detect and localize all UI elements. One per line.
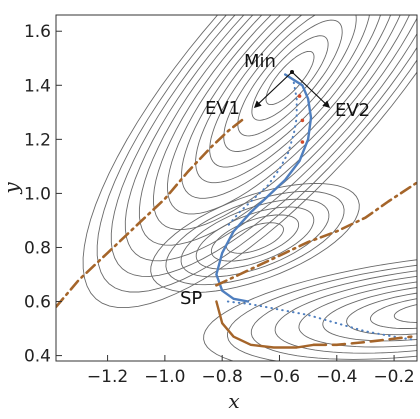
plot-frame (55, 14, 418, 362)
series-line-brown-5 (215, 300, 316, 349)
contour-line (223, 15, 357, 152)
contour-line (110, 15, 417, 277)
annotation-ev1: EV1 (205, 98, 240, 119)
contour-line (165, 190, 345, 286)
y-tick-label: 0.8 (24, 238, 51, 258)
contour-line (96, 15, 417, 293)
contour-line (209, 15, 370, 168)
x-tick-label: −0.6 (259, 367, 300, 387)
x-tick-label: −0.8 (202, 367, 243, 387)
contour-line (393, 304, 417, 323)
contour-line (274, 275, 417, 354)
contour-line (167, 15, 401, 215)
y-axis-label: y (0, 182, 23, 195)
contour-line (195, 206, 315, 270)
ev1-arrow (253, 71, 293, 108)
x-axis-label: x (228, 389, 239, 413)
contour-line (369, 298, 417, 329)
annotation-ev2: EV2 (335, 100, 370, 121)
contour-line (203, 259, 417, 361)
x-tick-label: −0.2 (373, 367, 414, 387)
contour-line (226, 222, 284, 254)
x-tick-label: −1.2 (87, 367, 128, 387)
series-marker (300, 118, 305, 123)
series-marker (300, 140, 305, 144)
annotation-min: Min (244, 51, 276, 72)
contour-line (180, 198, 330, 278)
y-tick-label: 0.4 (24, 347, 51, 367)
contour-line (181, 15, 392, 199)
contour-line (265, 50, 315, 106)
contour-line (250, 270, 417, 360)
y-tick-label: 1.2 (24, 130, 51, 150)
contour-line (195, 15, 381, 184)
contour-line (138, 15, 417, 246)
annotations: Min EV1 EV2 SP (180, 51, 370, 309)
ev2-arrow (291, 71, 331, 108)
contour-line (322, 287, 417, 342)
x-tick-label: −1.0 (144, 367, 185, 387)
series-line-blue-2 (226, 300, 413, 341)
contour-line (82, 15, 417, 309)
series-line-brown-4 (215, 181, 417, 287)
contour-line (150, 182, 360, 294)
series-layer (56, 73, 417, 349)
y-ticks: 0.4 0.6 0.8 1.0 1.2 1.4 1.6 (24, 22, 62, 367)
series-line-brown-6 (312, 335, 413, 347)
contour-line (210, 214, 300, 262)
contour-line (153, 15, 410, 231)
contour-line (251, 35, 329, 121)
x-tick-label: −0.4 (316, 367, 357, 387)
min-point (290, 70, 294, 74)
x-ticks: −1.2 −1.0 −0.8 −0.6 −0.4 −0.2 (87, 355, 415, 387)
y-tick-label: 1.0 (24, 184, 51, 204)
y-tick-label: 0.6 (24, 293, 51, 313)
series-line-blue-0 (215, 73, 313, 303)
series-line-brown-3 (56, 116, 247, 309)
contour-line (346, 292, 417, 336)
contour-line (227, 264, 417, 361)
annotation-sp: SP (180, 288, 202, 309)
series-marker (297, 94, 302, 98)
y-tick-label: 1.6 (24, 22, 51, 42)
y-tick-label: 1.4 (24, 76, 51, 96)
contour-line (237, 19, 343, 137)
contour-line (298, 281, 417, 348)
